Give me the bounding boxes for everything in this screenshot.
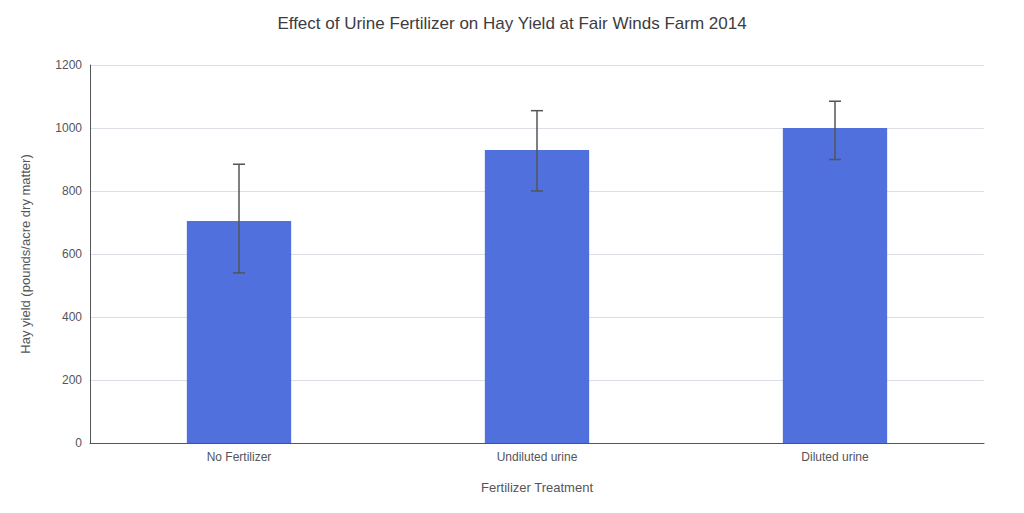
svg-text:600: 600 — [62, 247, 82, 261]
svg-text:Hay yield (pounds/acre dry mat: Hay yield (pounds/acre dry matter) — [18, 154, 33, 353]
svg-text:Undiluted urine: Undiluted urine — [497, 450, 578, 464]
svg-text:800: 800 — [62, 184, 82, 198]
svg-text:200: 200 — [62, 373, 82, 387]
svg-text:400: 400 — [62, 310, 82, 324]
svg-text:Effect of Urine Fertilizer on: Effect of Urine Fertilizer on Hay Yield … — [277, 14, 746, 33]
svg-text:No Fertilizer: No Fertilizer — [207, 450, 272, 464]
svg-text:Diluted urine: Diluted urine — [801, 450, 869, 464]
svg-text:1200: 1200 — [55, 58, 82, 72]
svg-text:1000: 1000 — [55, 121, 82, 135]
svg-text:0: 0 — [75, 436, 82, 450]
svg-text:Fertilizer Treatment: Fertilizer Treatment — [481, 480, 593, 495]
